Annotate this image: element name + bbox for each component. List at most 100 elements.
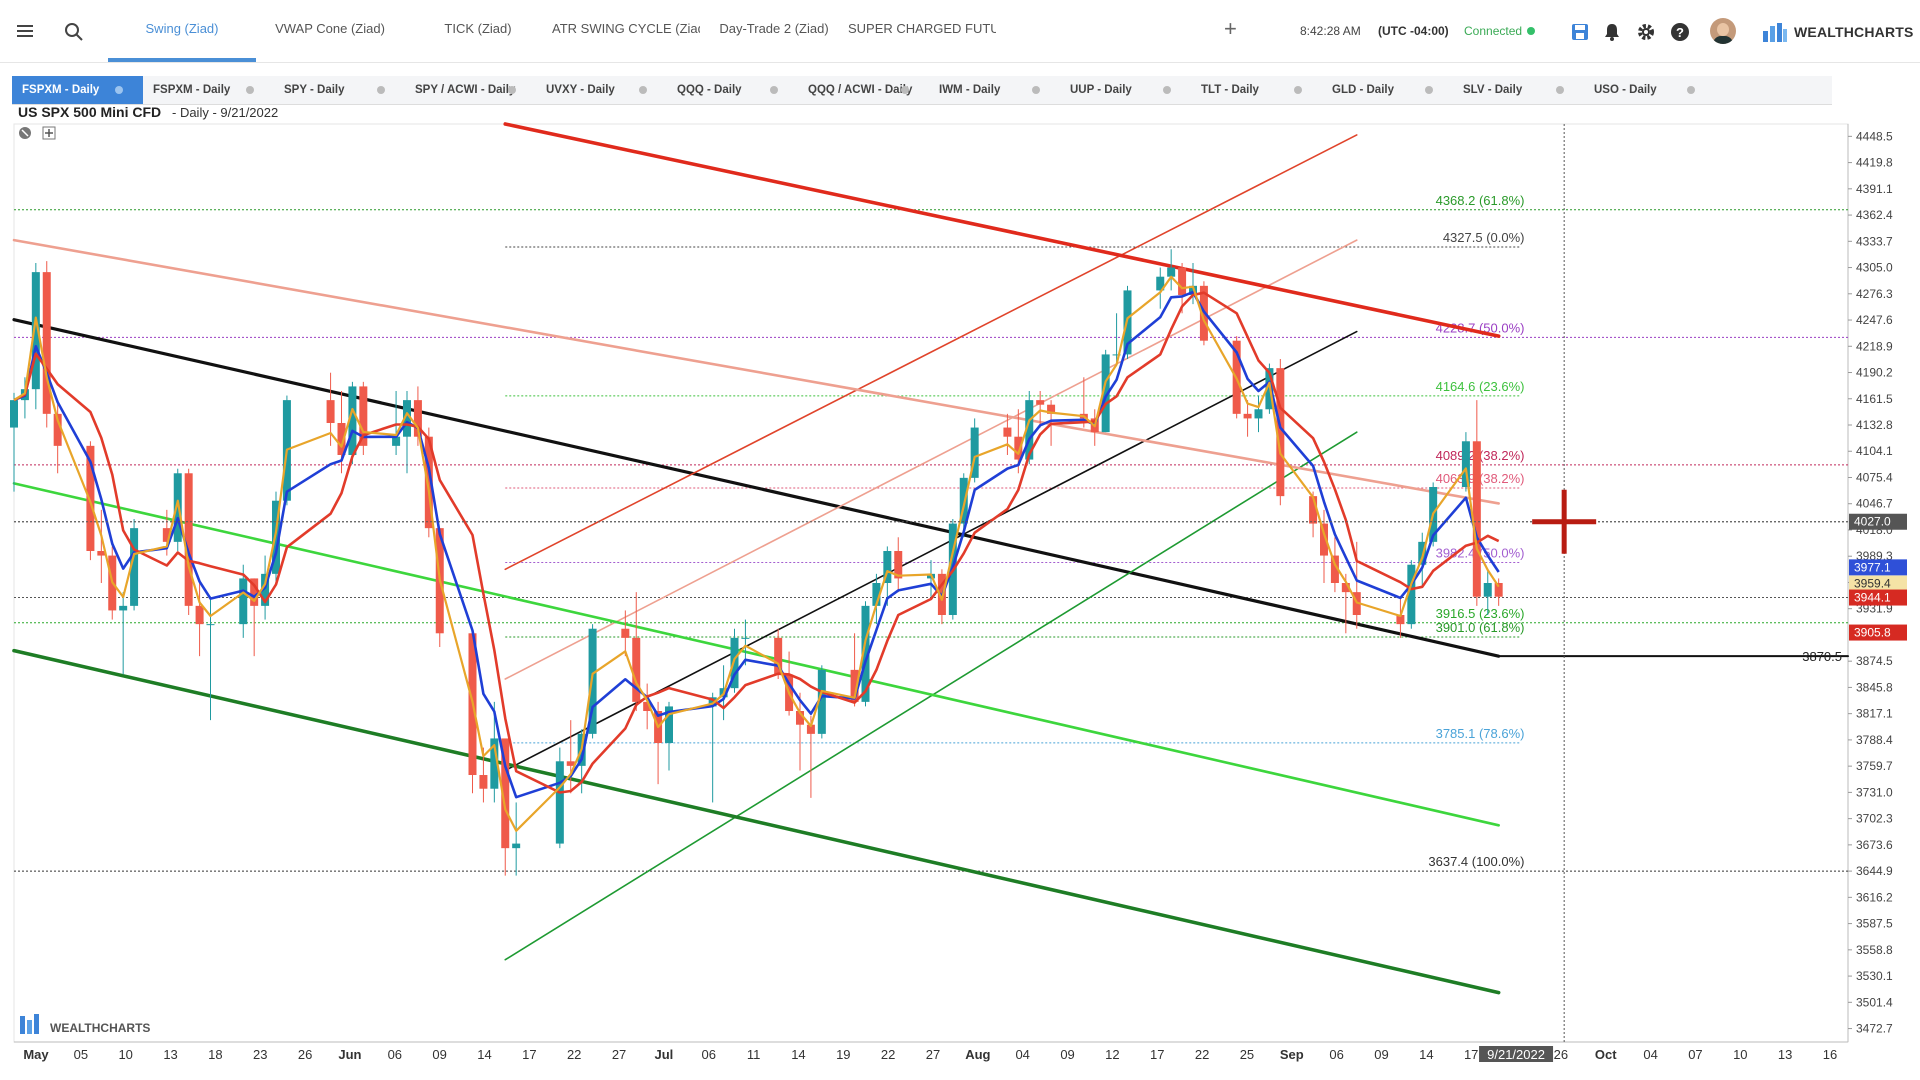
candle-body — [1341, 583, 1350, 593]
x-tick-label: 9/21/2022 — [1487, 1047, 1545, 1062]
logo-icon — [1763, 23, 1787, 42]
chart-symbol-tabs: FSPXM - Daily FSPXM - Daily SPY - Daily … — [12, 76, 1832, 105]
y-tick-label: 3788.4 — [1856, 733, 1893, 747]
x-tick-label: 11 — [747, 1047, 761, 1062]
menu-icon[interactable] — [16, 22, 34, 40]
add-tab-button[interactable]: + — [1224, 16, 1237, 41]
candle-body — [119, 605, 128, 611]
price-chart[interactable]: 4368.2 (61.8%) 4327.5 (0.0%) 4228.7 (50.0%… — [0, 122, 1920, 1080]
chart-tab-label: SPY - Daily — [284, 84, 345, 96]
tab-vwap-cone[interactable]: VWAP Cone (Ziad) — [275, 21, 385, 36]
trendline — [12, 482, 1500, 827]
close-icon[interactable] — [1687, 86, 1695, 94]
chart-tab-uso[interactable]: USO - Daily — [1584, 76, 1715, 104]
chart-tab-fspxm-active[interactable]: FSPXM - Daily — [12, 76, 143, 104]
search-icon[interactable] — [64, 22, 84, 42]
tab-super-charged[interactable]: SUPER CHARGED FUTU... — [848, 21, 996, 36]
close-icon[interactable] — [508, 86, 516, 94]
y-tick-label: 4419.8 — [1856, 156, 1893, 170]
y-tick-label: 3616.2 — [1856, 890, 1893, 904]
fib-level-label: 4228.7 (50.0%) — [1436, 320, 1525, 335]
gear-icon[interactable] — [1636, 22, 1656, 42]
chart-tab-uup[interactable]: UUP - Daily — [1060, 76, 1191, 104]
x-tick-label: 10 — [1733, 1047, 1747, 1062]
watermark-text: WEALTHCHARTS — [50, 1021, 150, 1035]
candle-body — [1178, 267, 1187, 295]
close-icon[interactable] — [1294, 86, 1302, 94]
moving-averages — [13, 275, 1500, 832]
y-tick-label: 4276.3 — [1856, 287, 1893, 301]
tab-tick[interactable]: TICK (Ziad) — [444, 21, 512, 36]
candle-body — [403, 400, 411, 437]
avatar[interactable] — [1710, 18, 1736, 44]
candle-body — [741, 637, 750, 639]
fib-level-label: 3901.0 (61.8%) — [1436, 620, 1525, 635]
close-icon[interactable] — [1163, 86, 1171, 94]
brand-logo[interactable]: WEALTHCHARTS — [1762, 20, 1914, 44]
candle-body — [1396, 615, 1405, 625]
chart-tab-qqq[interactable]: QQQ - Daily — [667, 76, 798, 104]
candle-body — [1320, 523, 1328, 556]
chart-tab-spy-acwi[interactable]: SPY / ACWI - Daily — [405, 76, 536, 104]
y-tick-label: 3759.7 — [1856, 759, 1893, 773]
close-icon[interactable] — [246, 86, 254, 94]
chart-tab-uvxy[interactable]: UVXY - Daily — [536, 76, 667, 104]
trendline — [12, 648, 1501, 995]
trendline — [504, 431, 1358, 961]
chart-tab-qqq-acwi[interactable]: QQQ / ACWI - Daily — [798, 76, 929, 104]
chart-settings-icon[interactable] — [18, 126, 32, 140]
close-icon[interactable] — [377, 86, 385, 94]
close-icon[interactable] — [1556, 86, 1564, 94]
save-icon[interactable] — [1570, 22, 1590, 42]
chart-tab-iwm[interactable]: IWM - Daily — [929, 76, 1060, 104]
candle-body — [162, 528, 171, 542]
close-icon[interactable] — [770, 86, 778, 94]
y-tick-label: 3731.0 — [1856, 785, 1893, 799]
candle-body — [337, 422, 346, 455]
candle-body — [1276, 368, 1285, 497]
price-label: 3905.8 — [1854, 626, 1891, 640]
candle-body — [1483, 583, 1492, 597]
chart-tab-spy[interactable]: SPY - Daily — [274, 76, 405, 104]
close-icon[interactable] — [1425, 86, 1433, 94]
close-icon[interactable] — [1032, 86, 1040, 94]
candle-body — [1254, 409, 1263, 419]
tab-day-trade-2[interactable]: Day-Trade 2 (Ziad) — [719, 21, 829, 36]
x-tick-label: 04 — [1015, 1047, 1029, 1062]
chart-tab-fspxm[interactable]: FSPXM - Daily — [143, 76, 274, 104]
x-tick-label: 12 — [1105, 1047, 1119, 1062]
x-tick-label: 04 — [1643, 1047, 1657, 1062]
x-tick-label: 26 — [298, 1047, 312, 1062]
add-indicator-icon[interactable] — [42, 126, 56, 140]
tab-atr-swing-cycle[interactable]: ATR SWING CYCLE (Ziad) — [552, 21, 700, 36]
y-tick-label: 4247.6 — [1856, 313, 1893, 327]
candle-body — [621, 628, 630, 638]
x-tick-label: Jun — [338, 1047, 361, 1062]
candle-body — [1243, 413, 1252, 419]
fib-level-label: 3637.4 (100.0%) — [1428, 854, 1524, 869]
close-icon[interactable] — [115, 86, 123, 94]
timezone-label[interactable]: (UTC -04:00) — [1378, 24, 1449, 38]
bell-icon[interactable] — [1602, 22, 1622, 42]
chart-tab-label: SLV - Daily — [1463, 84, 1523, 96]
candle-body — [1407, 564, 1416, 625]
chart-tab-tlt[interactable]: TLT - Daily — [1191, 76, 1322, 104]
candle-body — [195, 605, 204, 625]
x-tick-label: 10 — [118, 1047, 132, 1062]
y-tick-label: 4391.1 — [1856, 182, 1893, 196]
fib-level-label: 4164.6 (23.6%) — [1436, 379, 1525, 394]
candle-body — [490, 738, 499, 789]
chart-tab-label: UVXY - Daily — [546, 84, 615, 96]
moving-average-line — [13, 291, 1500, 794]
candle-body — [326, 400, 335, 423]
candle-body — [42, 272, 51, 414]
chart-tab-gld[interactable]: GLD - Daily — [1322, 76, 1453, 104]
chart-tab-slv[interactable]: SLV - Daily — [1453, 76, 1584, 104]
candle-body — [31, 272, 40, 390]
x-tick-label: 16 — [1823, 1047, 1837, 1062]
close-icon[interactable] — [901, 86, 909, 94]
help-icon[interactable]: ? — [1670, 22, 1690, 42]
x-tick-label: 17 — [522, 1047, 536, 1062]
tab-swing[interactable]: Swing (Ziad) — [108, 0, 256, 62]
close-icon[interactable] — [639, 86, 647, 94]
